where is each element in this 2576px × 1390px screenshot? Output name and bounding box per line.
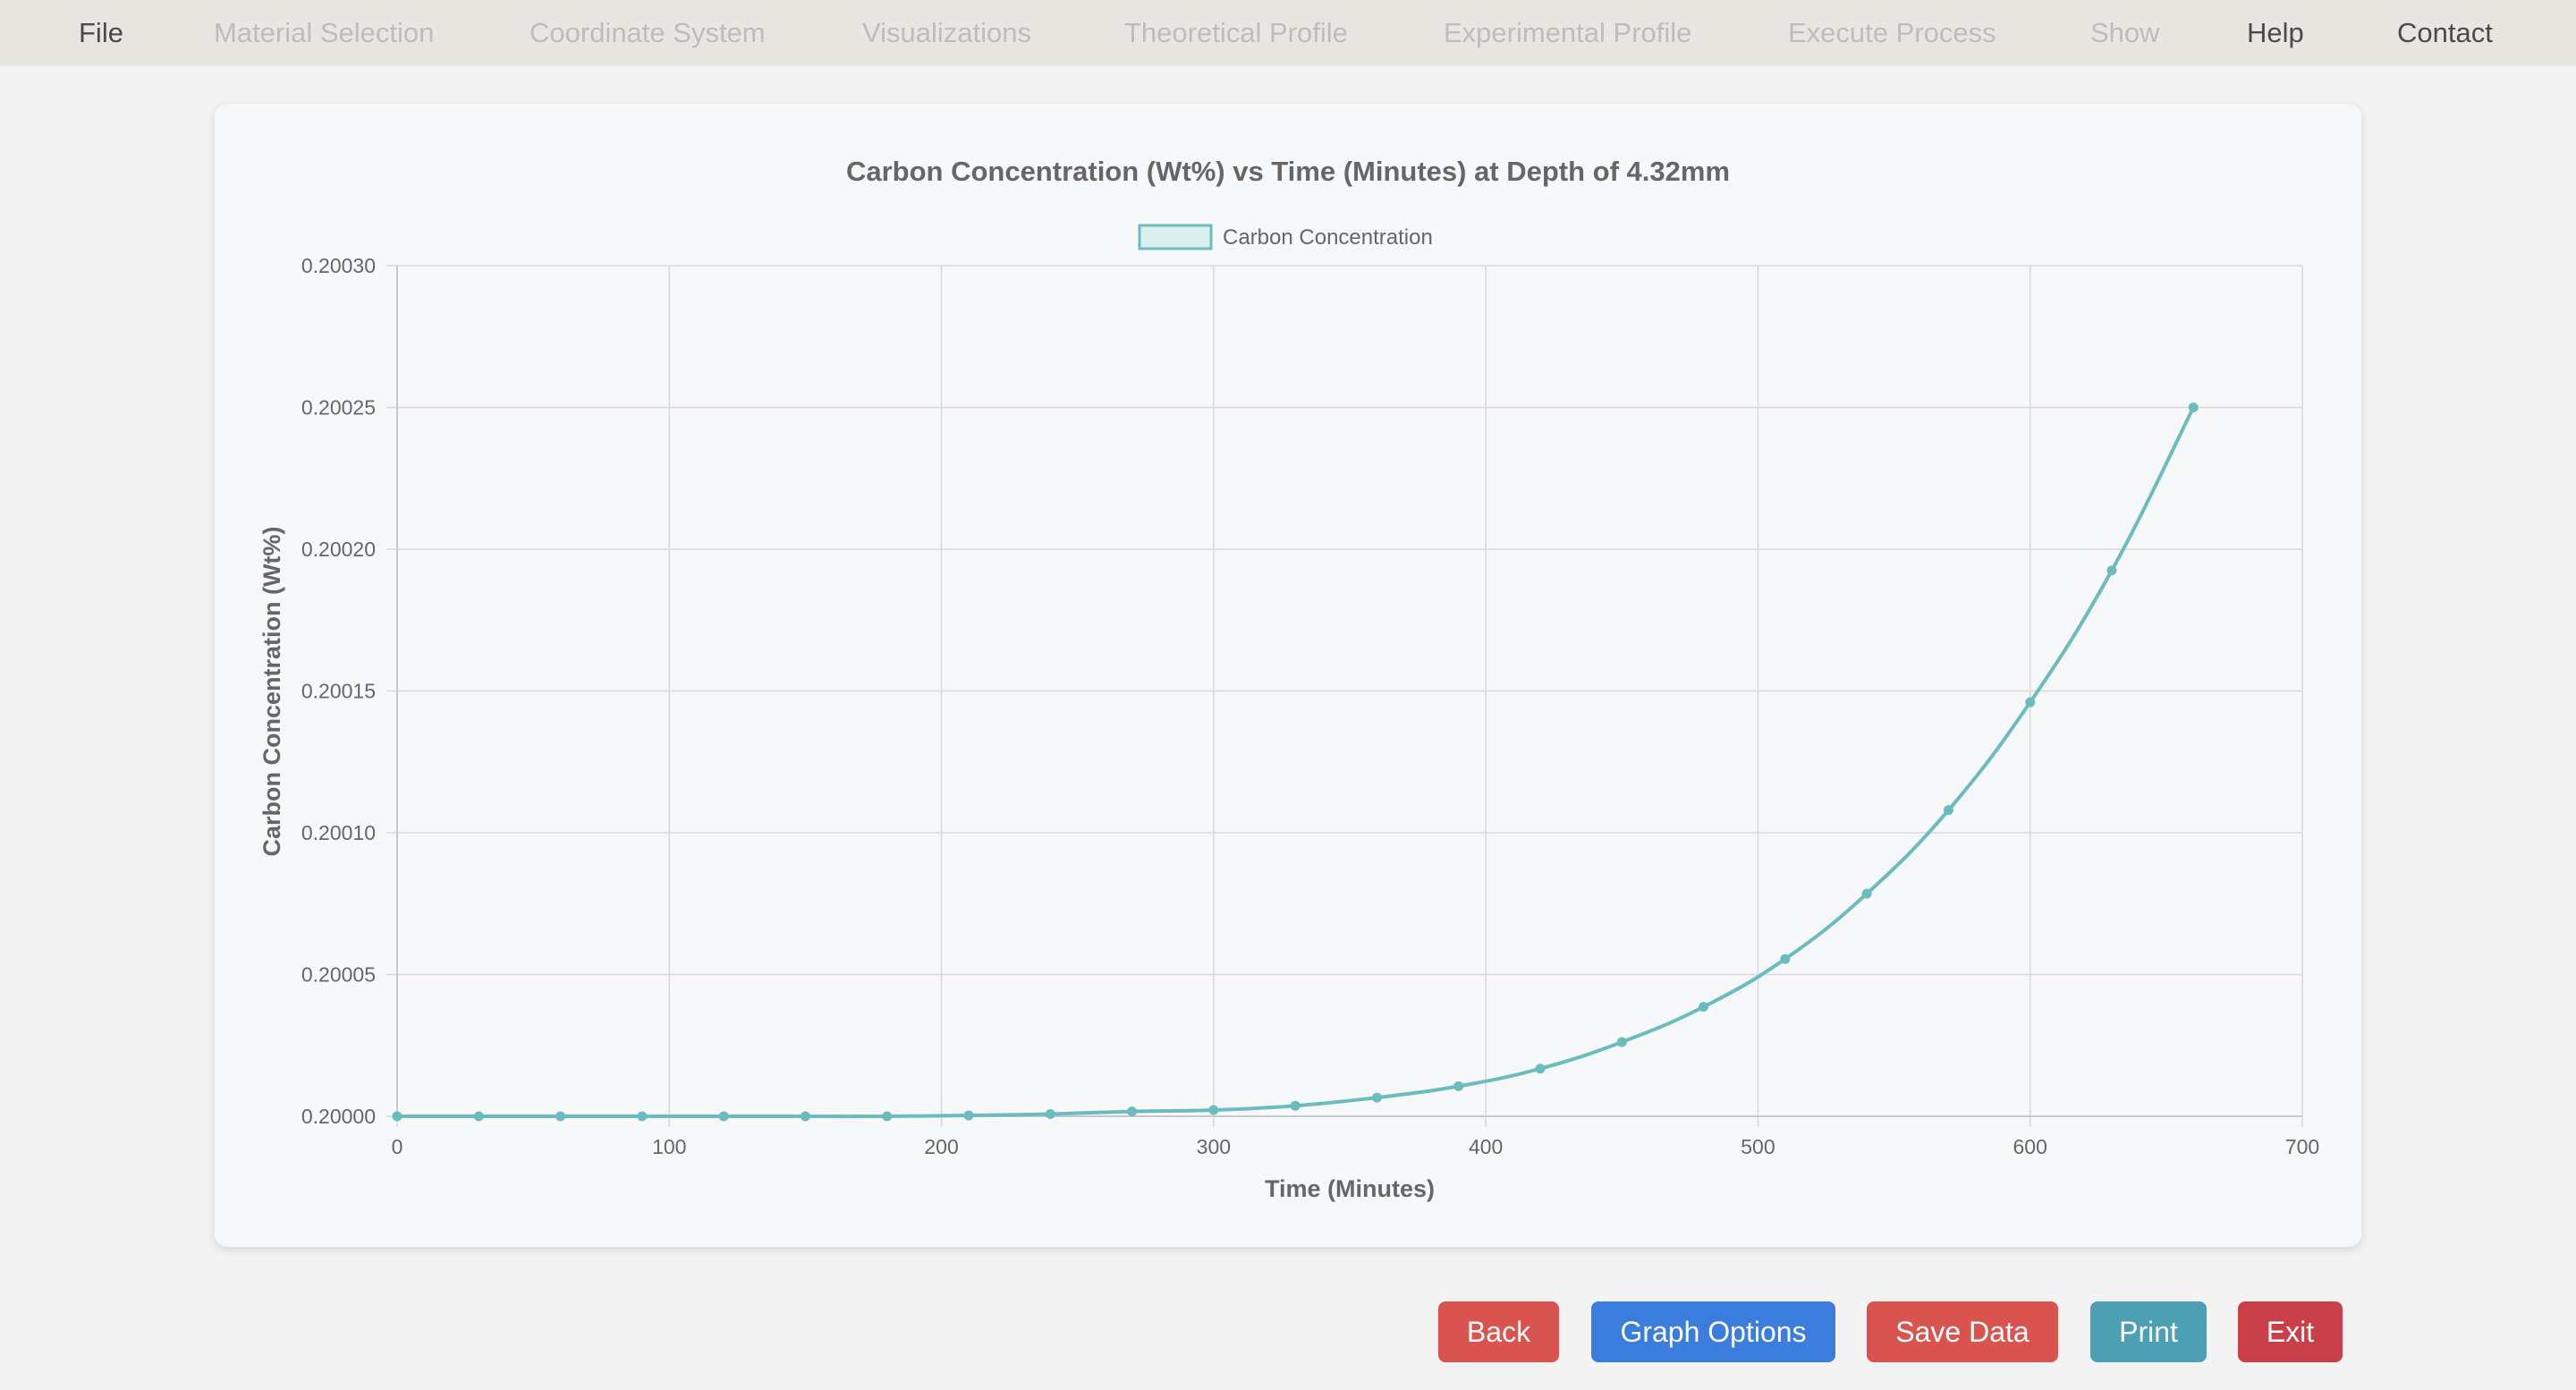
menu-show[interactable]: Show [2090,17,2160,48]
data-point[interactable] [1616,1037,1627,1047]
back-button[interactable]: Back [1438,1301,1559,1362]
data-point[interactable] [1535,1064,1546,1074]
y-tick-label: 0.20000 [301,1105,376,1128]
chart-title: Carbon Concentration (Wt%) vs Time (Minu… [846,156,1730,187]
data-point[interactable] [800,1111,810,1122]
data-point[interactable] [2106,565,2117,576]
data-point[interactable] [1045,1108,1055,1119]
y-tick-label: 0.20020 [301,538,376,561]
chart-series [392,403,2199,1122]
x-tick-label: 300 [1197,1135,1231,1158]
x-tick-label: 400 [1469,1135,1503,1158]
menu-coordinate-system[interactable]: Coordinate System [530,17,766,48]
chart-card: 0 100 200 300 400 500 600 700 0.20000 0.20005 0.20… [215,104,2361,1247]
x-tick-label: 500 [1741,1135,1775,1158]
menu-execute-process[interactable]: Execute Process [1788,17,1996,48]
y-tick-label: 0.20010 [301,821,376,844]
y-tick-label: 0.20005 [301,963,376,987]
chart-legend[interactable]: Carbon Concentration [1138,224,1433,250]
data-point[interactable] [1943,805,1953,816]
x-tick-label: 0 [392,1135,403,1158]
menu-material-selection[interactable]: Material Selection [214,17,435,48]
data-point[interactable] [882,1111,893,1122]
data-point[interactable] [718,1111,729,1122]
x-axis-label: Time (Minutes) [1265,1175,1435,1202]
data-point[interactable] [1290,1100,1301,1111]
data-point[interactable] [1861,888,1872,899]
data-point[interactable] [1208,1105,1219,1115]
y-tick-label: 0.20030 [301,254,376,277]
print-button[interactable]: Print [2090,1301,2207,1362]
save-data-button[interactable]: Save Data [1867,1301,2058,1362]
menu-contact[interactable]: Contact [2397,17,2493,48]
exit-button[interactable]: Exit [2238,1301,2343,1362]
menu-help[interactable]: Help [2247,17,2304,48]
menu-visualizations[interactable]: Visualizations [862,17,1031,48]
y-tick-label: 0.20025 [301,396,376,420]
data-point[interactable] [1127,1106,1138,1117]
menu-file[interactable]: File [79,17,123,48]
data-point[interactable] [392,1111,402,1122]
series-line [396,406,2196,1119]
x-tick-label: 700 [2285,1135,2319,1158]
x-tick-label: 200 [924,1135,958,1158]
data-point[interactable] [1780,954,1791,964]
data-point[interactable] [1699,1002,1709,1013]
menu-theoretical-profile[interactable]: Theoretical Profile [1124,17,1348,48]
menu-bar: File Material Selection Coordinate Syste… [0,0,2576,66]
line-chart: 0 100 200 300 400 500 600 700 0.20000 0.20005 0.20… [258,156,2319,1202]
graph-options-button[interactable]: Graph Options [1591,1301,1835,1362]
legend-label: Carbon Concentration [1223,225,1433,250]
data-point[interactable] [2188,403,2199,412]
data-point[interactable] [2025,697,2036,708]
y-axis-label: Carbon Concentration (Wt%) [258,527,285,857]
data-point[interactable] [473,1111,484,1122]
data-point[interactable] [555,1111,566,1122]
data-point[interactable] [963,1110,974,1121]
menu-experimental-profile[interactable]: Experimental Profile [1444,17,1692,48]
chart-axes: 0 100 200 300 400 500 600 700 0.20000 0.20005 0.20… [301,254,2319,1158]
x-tick-label: 100 [652,1135,686,1158]
y-tick-label: 0.20015 [301,680,376,703]
data-point[interactable] [1371,1092,1382,1103]
chart-grid [386,265,2303,1127]
data-point[interactable] [637,1111,648,1122]
x-tick-label: 600 [2013,1135,2047,1158]
data-point[interactable] [1453,1081,1464,1091]
legend-swatch [1138,224,1213,250]
